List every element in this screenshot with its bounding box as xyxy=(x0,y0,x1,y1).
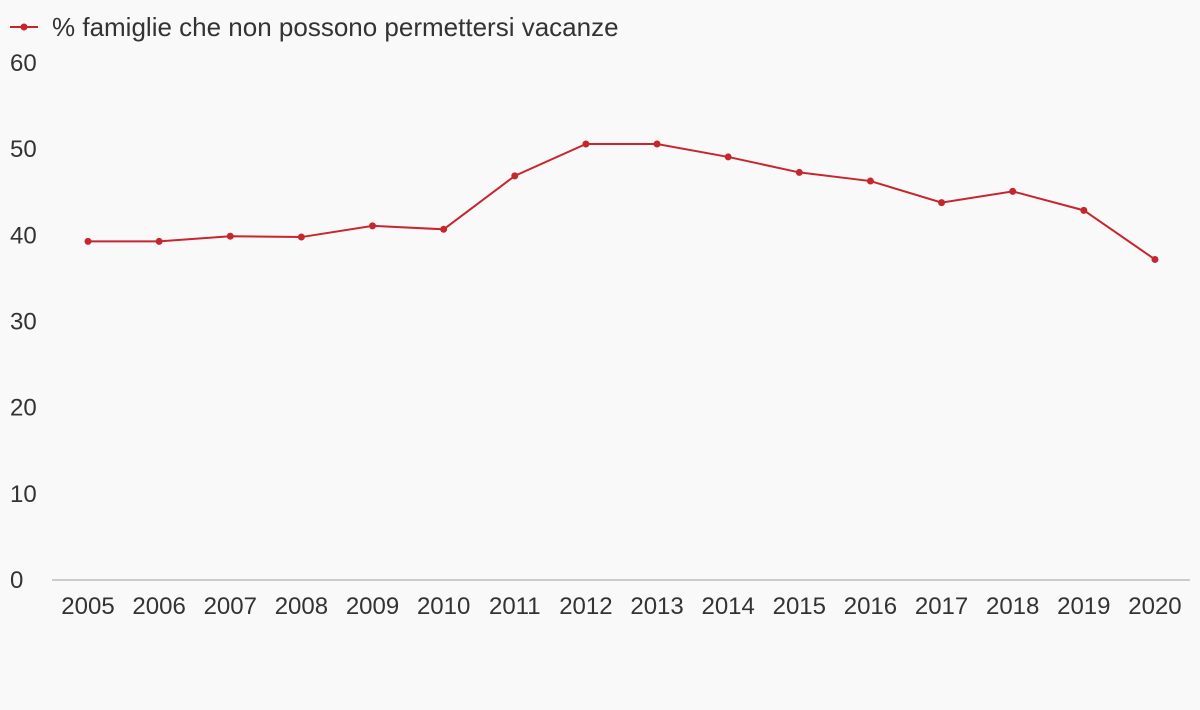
data-point xyxy=(84,237,92,245)
data-point xyxy=(866,177,874,185)
y-tick-label: 30 xyxy=(10,309,37,336)
legend: % famiglie che non possono permettersi v… xyxy=(10,12,619,42)
x-tick-label: 2020 xyxy=(1128,593,1181,620)
x-tick-label: 2012 xyxy=(559,593,612,620)
series-line xyxy=(88,143,1156,261)
legend-label: % famiglie che non possono permettersi v… xyxy=(52,12,619,42)
x-tick-label: 2013 xyxy=(630,593,683,620)
series-points xyxy=(84,140,1159,263)
data-point xyxy=(369,222,377,230)
x-tick-label: 2006 xyxy=(132,593,185,620)
data-point xyxy=(297,233,305,241)
data-point xyxy=(653,140,661,148)
x-tick-label: 2014 xyxy=(701,593,754,620)
x-tick-label: 2007 xyxy=(204,593,257,620)
y-tick-label: 40 xyxy=(10,222,37,249)
y-tick-label: 0 xyxy=(10,567,23,594)
y-tick-label: 10 xyxy=(10,481,37,508)
x-tick-label: 2015 xyxy=(773,593,826,620)
data-point xyxy=(1009,187,1017,195)
data-point xyxy=(1080,206,1088,214)
data-point xyxy=(511,172,519,180)
x-tick-label: 2016 xyxy=(844,593,897,620)
x-tick-label: 2005 xyxy=(61,593,114,620)
data-point xyxy=(724,153,732,161)
data-point xyxy=(155,237,163,245)
data-point xyxy=(440,225,448,233)
x-tick-label: 2010 xyxy=(417,593,470,620)
y-tick-label: 60 xyxy=(10,50,37,77)
x-tick-label: 2017 xyxy=(915,593,968,620)
data-point xyxy=(795,168,803,176)
y-tick-label: 50 xyxy=(10,136,37,163)
data-point xyxy=(226,232,234,240)
data-point xyxy=(582,140,590,148)
x-tick-label: 2018 xyxy=(986,593,1039,620)
x-tick-label: 2008 xyxy=(275,593,328,620)
legend-swatch-marker xyxy=(20,23,28,31)
x-tick-label: 2019 xyxy=(1057,593,1110,620)
x-tick-label: 2011 xyxy=(489,593,541,620)
x-tick-label: 2009 xyxy=(346,593,399,620)
y-tick-label: 20 xyxy=(10,395,37,422)
data-point xyxy=(938,199,946,207)
y-axis-ticks: 0 10 20 30 40 50 60 xyxy=(10,50,37,594)
x-axis-ticks: 2005 2006 2007 2008 2009 2010 2011 2012 2013 2014… xyxy=(61,593,1181,620)
data-point xyxy=(1151,255,1159,263)
